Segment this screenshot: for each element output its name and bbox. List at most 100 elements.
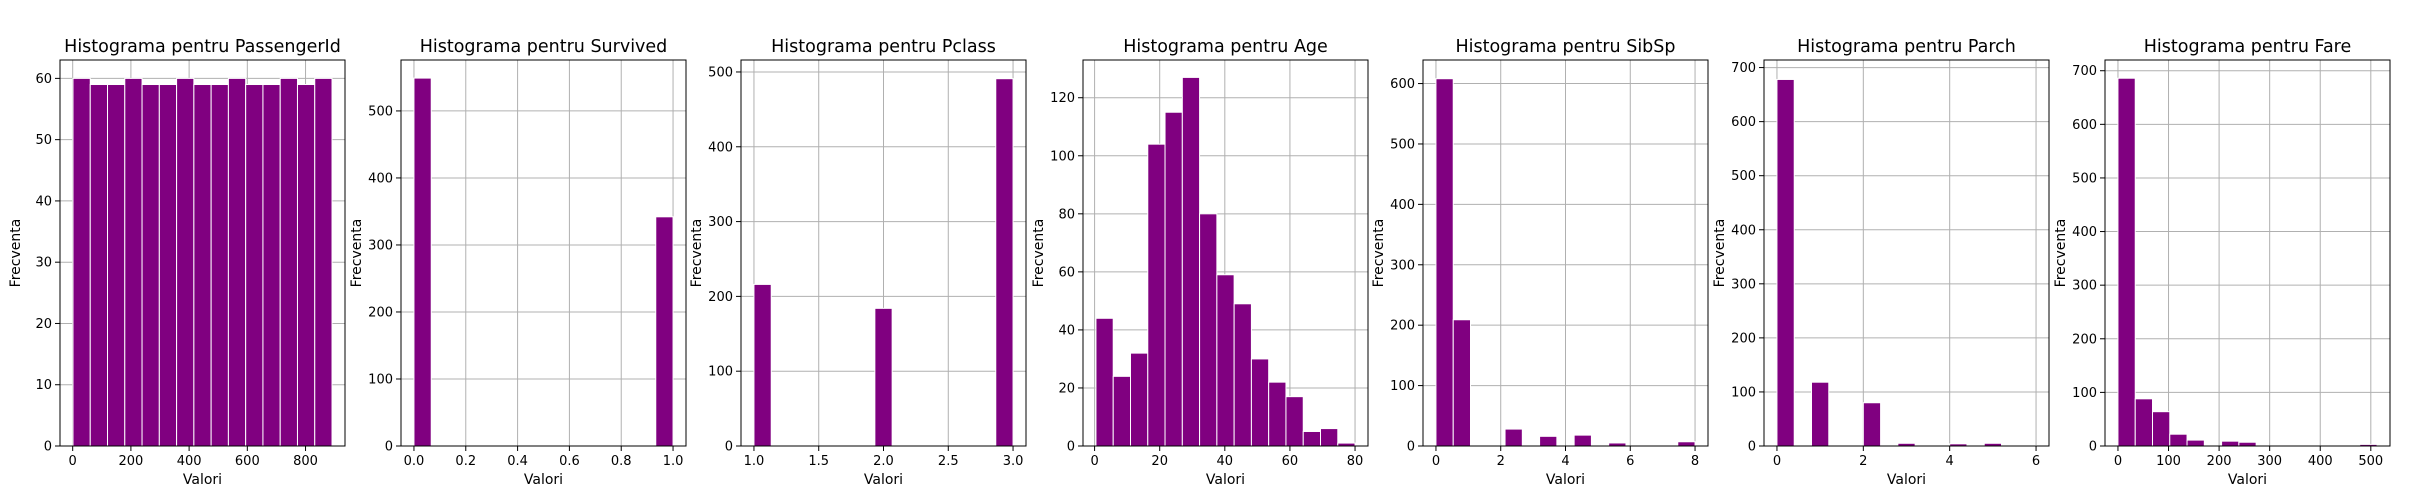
x-axis-label: Valori	[864, 472, 903, 488]
histogram-bar	[1811, 381, 1830, 447]
y-tick-label: 30	[35, 256, 52, 271]
y-tick-label: 200	[368, 305, 393, 320]
y-tick-label: 40	[35, 194, 52, 209]
y-axis-label: Frecventa	[1031, 219, 1047, 288]
histogram-bar	[2238, 441, 2257, 447]
histogram-bar	[141, 84, 160, 447]
x-axis-label: Valori	[1546, 472, 1585, 488]
y-tick-label: 60	[1058, 265, 1075, 280]
histogram-bar	[1147, 143, 1166, 447]
chart-title: Histograma pentru Parch	[1797, 37, 2016, 57]
chart-title: Histograma pentru Fare	[2144, 37, 2352, 57]
histogram-bar	[89, 84, 109, 447]
histogram-panel: Histograma pentru Age 0 20 40 60 80 0 20 40 60 80 1…	[1031, 37, 1369, 488]
y-tick-label: 200	[1390, 319, 1415, 334]
x-tick-label: 0.0	[404, 454, 425, 469]
x-tick-label: 600	[235, 454, 260, 469]
histogram-bar	[1573, 434, 1592, 447]
histogram-bar	[1095, 317, 1114, 447]
x-tick-label: 0	[1090, 454, 1098, 469]
histogram-bar	[1181, 76, 1201, 447]
x-tick-label: 2.0	[873, 454, 894, 469]
chart-title: Histograma pentru SibSp	[1455, 37, 1675, 57]
plot-frame	[59, 59, 346, 447]
histogram-bar	[1677, 441, 1696, 447]
y-tick-label: 500	[708, 65, 733, 80]
x-tick-label: 400	[2308, 454, 2333, 469]
chart-title: Histograma pentru Survived	[420, 37, 668, 57]
x-tick-label: 6	[1626, 454, 1634, 469]
histogram-bar	[1435, 78, 1454, 447]
histogram-bar	[1320, 428, 1339, 447]
x-tick-label: 0.2	[455, 454, 476, 469]
y-tick-label: 500	[2072, 171, 2097, 186]
plot-frame	[1082, 59, 1369, 447]
histogram-bar	[2117, 77, 2136, 447]
histogram-bar	[1130, 352, 1149, 447]
x-tick-label: 6	[2032, 454, 2040, 469]
y-tick-label: 400	[368, 171, 393, 186]
x-tick-label: 1.0	[663, 454, 684, 469]
x-tick-label: 0.6	[559, 454, 580, 469]
histogram-bar	[1539, 435, 1558, 447]
y-tick-label: 200	[1731, 331, 1756, 346]
histogram-bar	[1776, 78, 1795, 447]
y-tick-label: 100	[1731, 385, 1756, 400]
y-tick-label: 0	[44, 440, 52, 455]
y-tick-label: 300	[2072, 279, 2097, 294]
histogram-bar	[1112, 375, 1132, 447]
y-tick-label: 500	[368, 104, 393, 119]
histogram-panel: Histograma pentru Survived 0.0 0.2 0.4 0.6 0.…	[349, 37, 687, 488]
y-axis-label: Frecventa	[2053, 219, 2069, 288]
y-tick-label: 100	[2072, 386, 2097, 401]
histogram-bar	[1268, 381, 1287, 447]
x-tick-label: 200	[118, 454, 143, 469]
x-axis-label: Valori	[1206, 472, 1245, 488]
histogram-bar	[107, 84, 126, 447]
y-tick-label: 100	[708, 365, 733, 380]
histogram-bar	[2221, 440, 2240, 447]
x-tick-label: 4	[1561, 454, 1569, 469]
histogram-bar	[2186, 439, 2205, 447]
histogram-bar	[1199, 213, 1218, 447]
y-axis-label: Frecventa	[349, 219, 365, 288]
y-tick-label: 700	[1731, 61, 1756, 76]
chart-title: Histograma pentru Age	[1123, 37, 1328, 57]
y-tick-label: 0	[2089, 440, 2097, 455]
y-tick-label: 100	[1390, 379, 1415, 394]
y-tick-label: 0	[1407, 440, 1415, 455]
x-tick-label: 100	[2156, 454, 2181, 469]
y-tick-label: 600	[2072, 118, 2097, 133]
histogram-bar	[1504, 428, 1523, 447]
y-tick-label: 400	[2072, 225, 2097, 240]
histogram-bar	[176, 77, 195, 447]
x-tick-label: 0	[69, 454, 77, 469]
y-axis-label: Frecventa	[8, 219, 24, 288]
x-tick-label: 4	[1946, 454, 1954, 469]
y-tick-label: 400	[708, 140, 733, 155]
y-tick-label: 500	[1390, 137, 1415, 152]
x-tick-label: 2	[1859, 454, 1867, 469]
x-tick-label: 40	[1217, 454, 1234, 469]
x-tick-label: 0	[1432, 454, 1440, 469]
y-tick-label: 80	[1058, 207, 1075, 222]
histogram-bar	[2152, 411, 2171, 447]
x-tick-label: 20	[1151, 454, 1168, 469]
histogram-bar	[1862, 402, 1882, 447]
histogram-panel: Histograma pentru Pclass 1.0 1.5 2.0 2.5 3.0 0…	[689, 37, 1027, 488]
y-tick-label: 300	[1390, 258, 1415, 273]
histogram-bar	[413, 77, 432, 447]
x-tick-label: 300	[2257, 454, 2282, 469]
histogram-bar	[753, 283, 772, 447]
y-axis-label: Frecventa	[1371, 219, 1387, 288]
y-tick-label: 600	[1390, 77, 1415, 92]
y-tick-label: 400	[1731, 223, 1756, 238]
y-tick-label: 100	[1050, 149, 1075, 164]
x-tick-label: 60	[1282, 454, 1299, 469]
x-tick-label: 200	[2207, 454, 2232, 469]
histogram-bar	[1285, 396, 1304, 447]
chart-title: Histograma pentru PassengerId	[64, 37, 341, 57]
y-tick-label: 20	[1058, 381, 1075, 396]
